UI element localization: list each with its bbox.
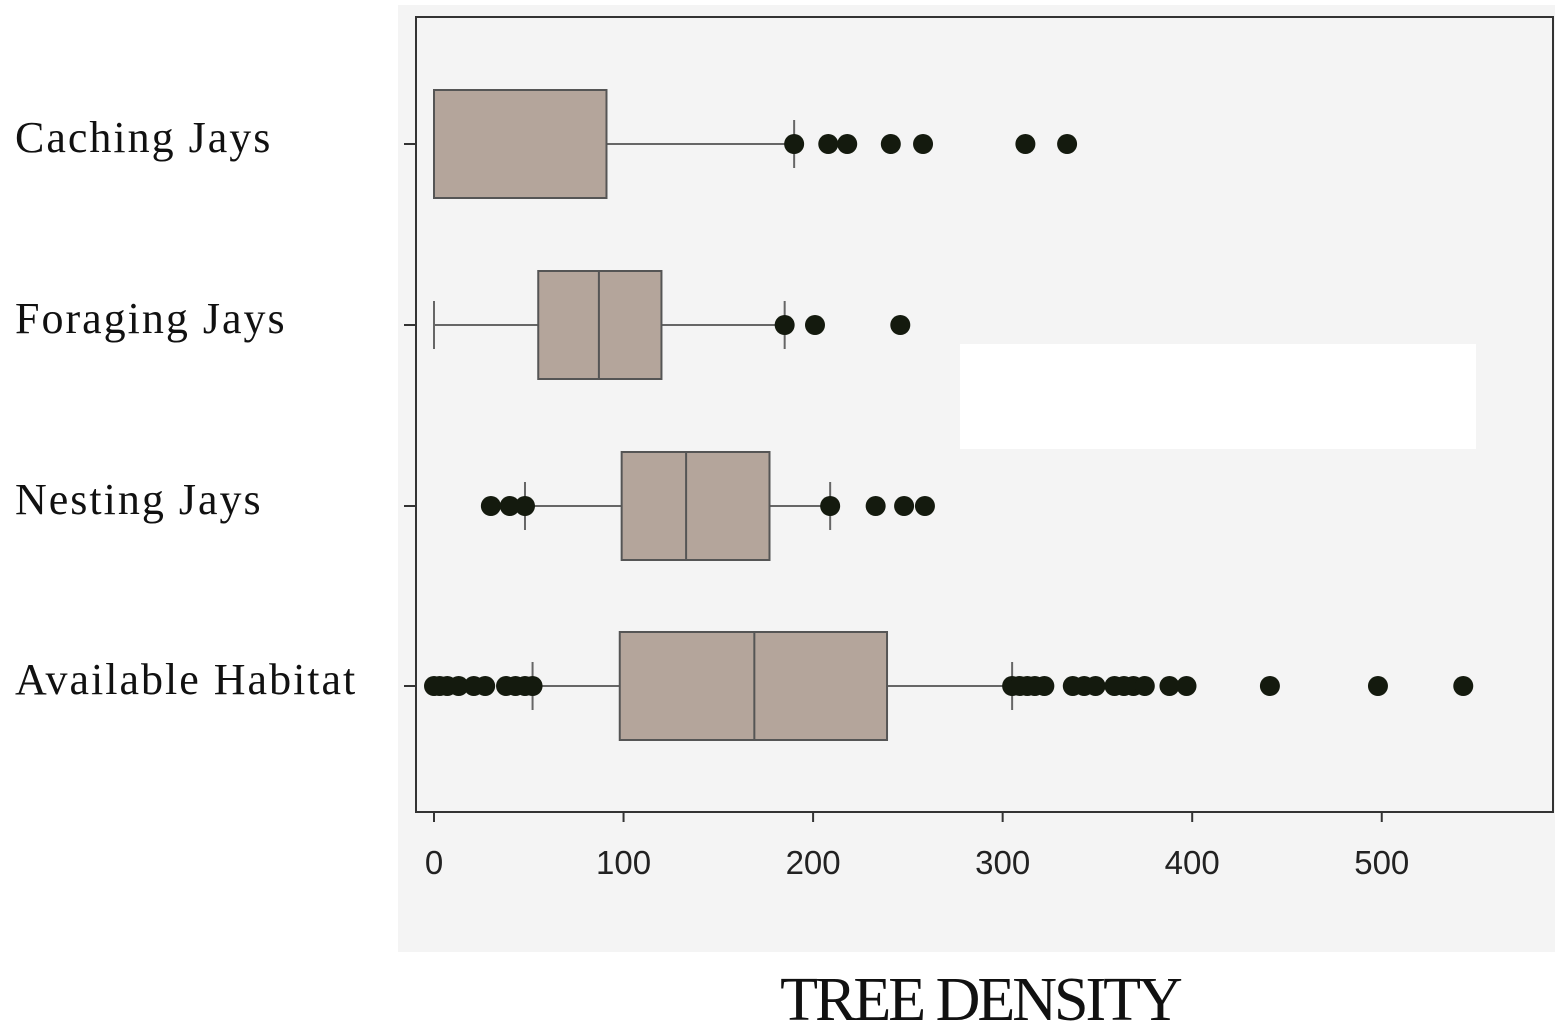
outlier-point <box>480 496 501 516</box>
outlier-point <box>1015 134 1036 154</box>
outlier-point <box>894 496 915 516</box>
category-label-available-habitat: Available Habitat <box>15 655 357 704</box>
category-label-foraging-jays: Foraging Jays <box>15 294 287 343</box>
x-tick-label: 500 <box>1354 844 1409 881</box>
outlier-point <box>1259 676 1280 696</box>
outlier-point <box>514 496 535 516</box>
outlier-point <box>913 134 934 154</box>
outlier-point <box>837 134 858 154</box>
box-group-nesting-jays <box>404 451 935 561</box>
outlier-point <box>804 315 825 335</box>
outlier-point <box>865 496 886 516</box>
outlier-point <box>1159 676 1180 696</box>
box-group-available-habitat <box>404 631 1474 741</box>
outlier-point <box>1176 676 1197 696</box>
outlier-point <box>1057 134 1078 154</box>
box-group-foraging-jays <box>404 270 911 380</box>
x-tick-label: 0 <box>425 844 443 881</box>
outlier-point <box>448 676 469 696</box>
x-tick-label: 100 <box>596 844 651 881</box>
outlier-point <box>1034 676 1055 696</box>
box-group-caching-jays <box>404 89 1078 199</box>
outlier-point <box>522 676 543 696</box>
outlier-point <box>475 676 496 696</box>
annotation-box <box>960 344 1476 449</box>
outlier-point <box>890 315 911 335</box>
outlier-point <box>820 496 841 516</box>
outlier-point <box>774 315 795 335</box>
x-axis-title: TREE DENSITY <box>780 966 1182 1028</box>
outlier-point <box>784 134 805 154</box>
outlier-point <box>1367 676 1388 696</box>
iqr-box <box>620 451 771 561</box>
box-layer <box>404 89 1474 741</box>
outlier-point <box>880 134 901 154</box>
outlier-point <box>1453 676 1474 696</box>
x-tick-label: 200 <box>786 844 841 881</box>
x-tick-label: 400 <box>1165 844 1220 881</box>
outlier-point <box>914 496 935 516</box>
outlier-point <box>1085 676 1106 696</box>
category-labels: Caching Jays Foraging Jays Nesting Jays Ava… <box>15 113 357 704</box>
iqr-box <box>433 89 608 199</box>
category-label-caching-jays: Caching Jays <box>15 113 272 162</box>
outlier-point <box>818 134 839 154</box>
outlier-point <box>499 496 520 516</box>
x-tick-label: 300 <box>975 844 1030 881</box>
outlier-point <box>1134 676 1155 696</box>
category-label-nesting-jays: Nesting Jays <box>15 475 263 524</box>
x-axis-ticks: 0 100 200 300 400 500 <box>425 812 1409 881</box>
